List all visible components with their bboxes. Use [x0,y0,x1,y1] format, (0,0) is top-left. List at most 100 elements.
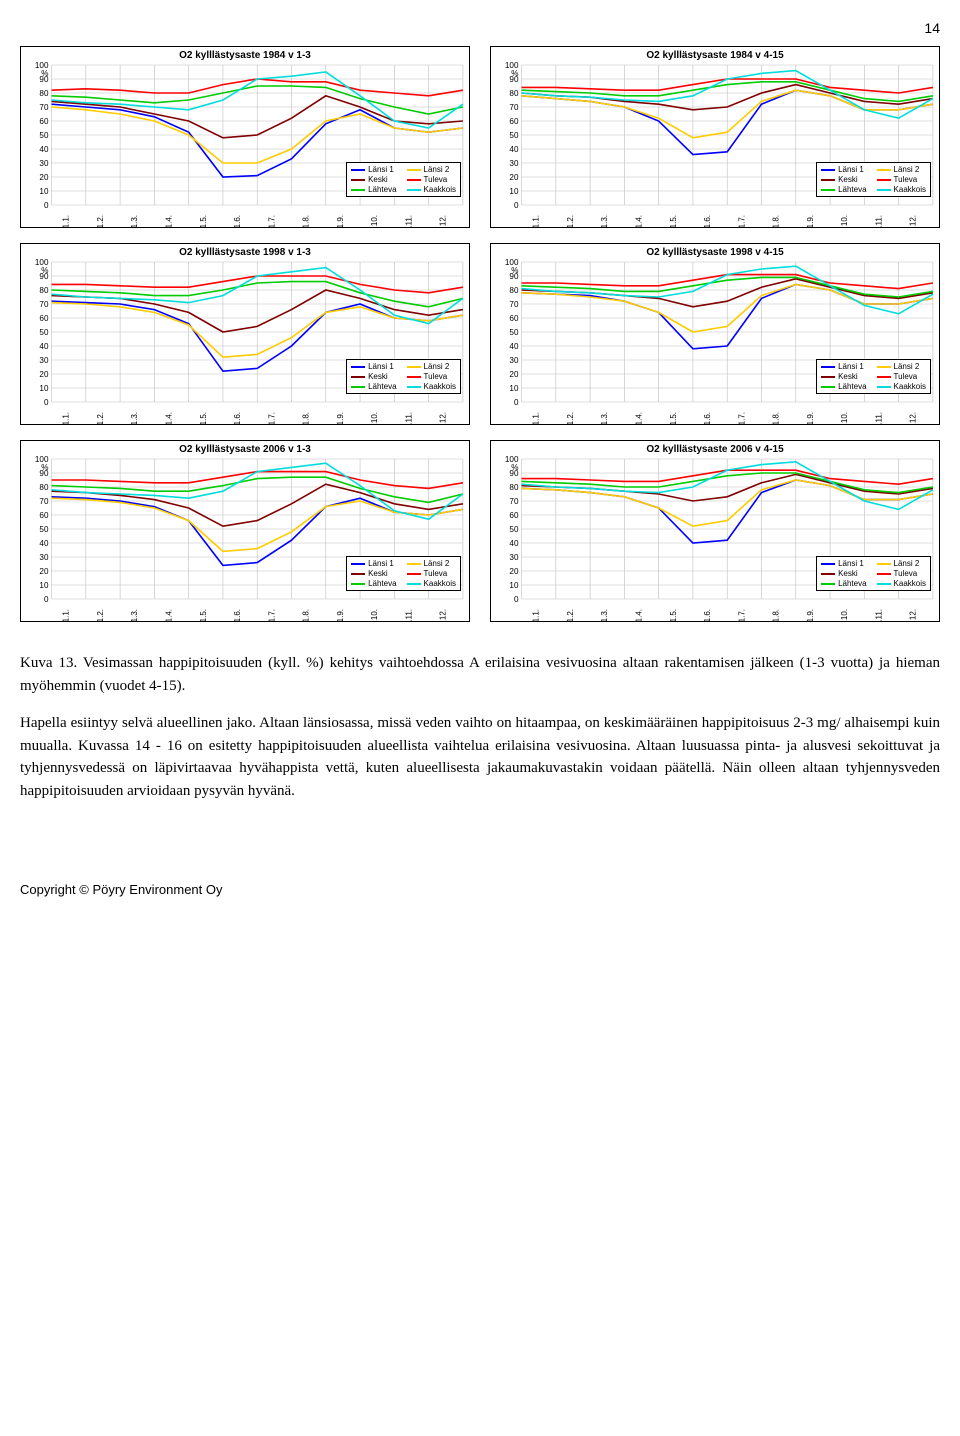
svg-text:30: 30 [39,553,49,562]
svg-text:70: 70 [509,497,519,506]
svg-text:80: 80 [509,483,519,492]
legend-item: Lähteva [351,185,396,194]
svg-text:1.9.: 1.9. [806,412,815,424]
svg-text:1.5.: 1.5. [669,412,678,424]
svg-text:1.5.: 1.5. [199,215,208,227]
legend-item: Kaakkois [407,382,456,391]
chart-panel: O2 kylllästysaste 1984 v 4-1501020304050… [490,46,940,228]
legend-item: Länsi 1 [351,362,396,371]
svg-text:0: 0 [44,398,49,407]
chart-panel: O2 kylllästysaste 1998 v 4-1501020304050… [490,243,940,425]
svg-text:60: 60 [39,314,49,323]
legend-item: Länsi 2 [407,559,456,568]
svg-text:30: 30 [39,159,49,168]
svg-text:1.10.: 1.10. [840,412,849,424]
svg-text:1.3.: 1.3. [130,215,139,227]
svg-text:40: 40 [509,342,519,351]
svg-text:50: 50 [39,131,49,140]
chart-panel: O2 kylllästysaste 2006 v 4-1501020304050… [490,440,940,622]
svg-text:%: % [511,463,518,472]
legend-item: Keski [351,372,396,381]
chart-panel: O2 kylllästysaste 1984 v 1-3010203040506… [20,46,470,228]
svg-text:50: 50 [39,328,49,337]
svg-text:%: % [511,69,518,78]
svg-text:30: 30 [509,159,519,168]
body-paragraph: Hapella esiintyy selvä alueellinen jako.… [20,712,940,802]
svg-text:1.7.: 1.7. [267,609,276,621]
svg-text:80: 80 [509,89,519,98]
legend-item: Länsi 1 [821,362,866,371]
legend-item: Länsi 2 [877,362,926,371]
svg-text:1.11.: 1.11. [404,412,413,424]
svg-text:50: 50 [509,131,519,140]
svg-text:1.7.: 1.7. [737,412,746,424]
svg-text:10: 10 [509,384,519,393]
svg-text:1.1.: 1.1. [532,215,541,227]
svg-text:1.12.: 1.12. [439,412,448,424]
legend-item: Lähteva [351,382,396,391]
legend-item: Kaakkois [407,185,456,194]
svg-text:1.4.: 1.4. [164,609,173,621]
svg-text:1.11.: 1.11. [874,412,883,424]
svg-text:20: 20 [509,173,519,182]
svg-text:1.6.: 1.6. [233,412,242,424]
svg-text:1.10.: 1.10. [370,609,379,621]
chart-legend: Länsi 1Länsi 2KeskiTulevaLähtevaKaakkois [816,556,931,591]
chart-legend: Länsi 1Länsi 2KeskiTulevaLähtevaKaakkois [816,162,931,197]
svg-text:1.12.: 1.12. [439,215,448,227]
svg-text:1.8.: 1.8. [772,412,781,424]
legend-item: Länsi 2 [407,165,456,174]
svg-text:20: 20 [39,173,49,182]
svg-text:1.4.: 1.4. [164,412,173,424]
figure-caption: Kuva 13. Vesimassan happipitoisuuden (ky… [20,652,940,697]
svg-text:1.8.: 1.8. [302,609,311,621]
legend-item: Tuleva [877,569,926,578]
svg-text:1.4.: 1.4. [634,609,643,621]
legend-item: Lähteva [821,579,866,588]
svg-text:1.4.: 1.4. [164,215,173,227]
svg-text:40: 40 [39,145,49,154]
svg-text:1.6.: 1.6. [233,609,242,621]
svg-text:1.8.: 1.8. [302,215,311,227]
svg-text:1.6.: 1.6. [703,609,712,621]
svg-text:1.2.: 1.2. [96,412,105,424]
svg-text:1.1.: 1.1. [62,412,71,424]
svg-text:20: 20 [509,370,519,379]
svg-text:1.7.: 1.7. [267,412,276,424]
svg-text:20: 20 [39,370,49,379]
svg-text:10: 10 [39,384,49,393]
svg-text:60: 60 [39,511,49,520]
svg-text:40: 40 [509,145,519,154]
svg-text:10: 10 [39,581,49,590]
legend-item: Länsi 1 [821,559,866,568]
svg-text:1.1.: 1.1. [532,412,541,424]
svg-text:30: 30 [509,356,519,365]
chart-grid: O2 kylllästysaste 1984 v 1-3010203040506… [20,46,940,622]
svg-text:1.1.: 1.1. [532,609,541,621]
svg-text:60: 60 [509,314,519,323]
svg-text:1.11.: 1.11. [404,609,413,621]
legend-item: Tuleva [877,175,926,184]
svg-text:%: % [511,266,518,275]
svg-text:1.2.: 1.2. [566,609,575,621]
legend-item: Länsi 2 [877,559,926,568]
svg-text:1.7.: 1.7. [267,215,276,227]
legend-item: Länsi 2 [877,165,926,174]
svg-text:1.11.: 1.11. [404,215,413,227]
svg-text:80: 80 [39,89,49,98]
svg-text:1.2.: 1.2. [566,412,575,424]
svg-text:1.2.: 1.2. [96,609,105,621]
legend-item: Länsi 2 [407,362,456,371]
legend-item: Tuleva [407,372,456,381]
svg-text:70: 70 [509,103,519,112]
svg-text:40: 40 [509,539,519,548]
svg-text:1.12.: 1.12. [909,609,918,621]
svg-text:60: 60 [509,117,519,126]
svg-text:1.11.: 1.11. [874,609,883,621]
svg-text:0: 0 [514,201,519,210]
svg-text:1.10.: 1.10. [840,215,849,227]
svg-text:0: 0 [44,595,49,604]
svg-text:1.7.: 1.7. [737,215,746,227]
svg-text:0: 0 [514,398,519,407]
page-number: 14 [20,20,940,36]
